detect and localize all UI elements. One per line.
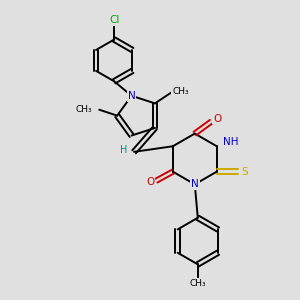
Text: N: N bbox=[128, 91, 136, 101]
Text: Cl: Cl bbox=[109, 15, 119, 25]
Text: NH: NH bbox=[223, 137, 238, 147]
Text: O: O bbox=[146, 177, 154, 187]
Text: CH₃: CH₃ bbox=[172, 87, 189, 96]
Text: H: H bbox=[120, 145, 127, 155]
Text: S: S bbox=[241, 167, 247, 177]
Text: CH₃: CH₃ bbox=[190, 279, 206, 288]
Text: O: O bbox=[213, 114, 221, 124]
Text: CH₃: CH₃ bbox=[75, 105, 92, 114]
Text: N: N bbox=[191, 179, 199, 189]
